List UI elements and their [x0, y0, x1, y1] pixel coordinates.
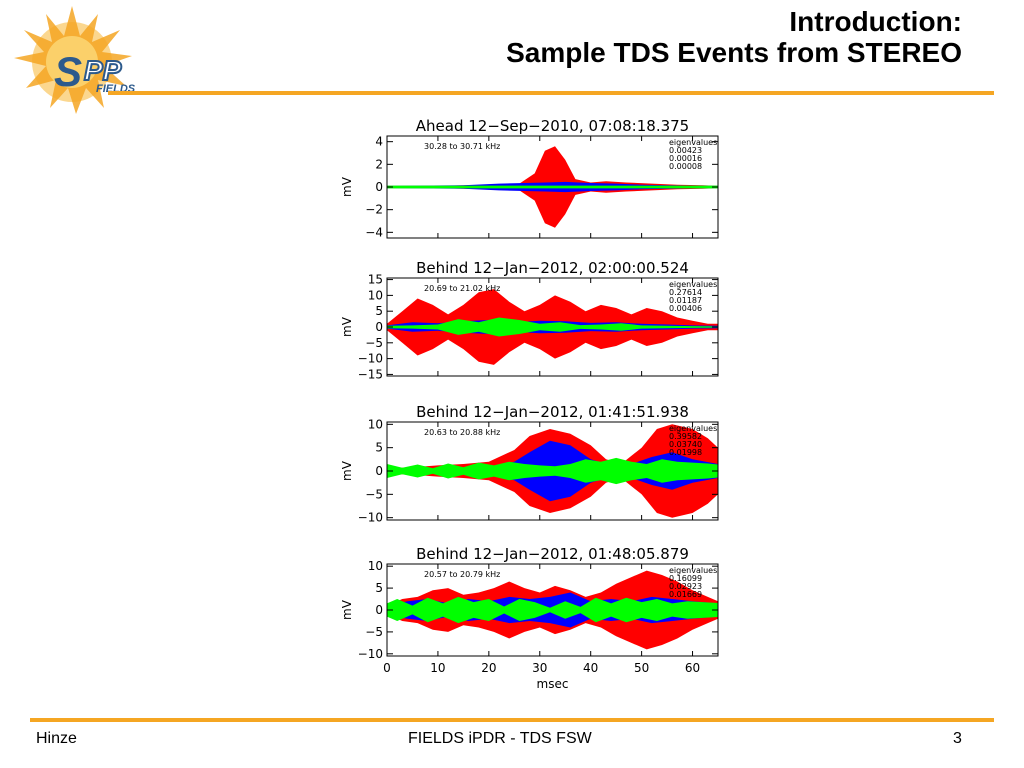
eigenvalue-3: 0.01669	[669, 590, 702, 599]
panel-title: Behind 12−Jan−2012, 01:41:51.938	[416, 403, 689, 421]
eigenvalue-1: 0.16099	[669, 574, 702, 583]
y-axis-label: mV	[340, 599, 354, 620]
y-tick-label: 5	[375, 441, 383, 455]
x-tick-label: 30	[532, 661, 547, 675]
y-axis-label: mV	[340, 176, 354, 197]
y-tick-label: 5	[375, 304, 383, 318]
eigenvalue-2: 0.00016	[669, 154, 702, 163]
eigenvalue-3: 0.00406	[669, 304, 702, 313]
y-tick-label: 10	[368, 417, 383, 431]
eigenvalue-3: 0.01998	[669, 448, 702, 457]
footer-divider	[30, 718, 994, 722]
x-tick-label: 50	[634, 661, 649, 675]
slide-title-line1: Introduction:	[789, 6, 962, 37]
panel-title: Ahead 12−Sep−2010, 07:08:18.375	[416, 117, 689, 135]
panel-1: 4 2 0 −2 −4 Ahead 12−Sep−2010, 07:08:18.375 mV…	[340, 117, 719, 239]
y-tick-label: 10	[368, 559, 383, 573]
x-tick-label: 60	[685, 661, 700, 675]
eigenvalues-label: eigenvalues	[669, 280, 717, 289]
logo-s-letter: S	[54, 48, 82, 95]
frequency-range-label: 20.63 to 20.88 kHz	[424, 428, 500, 437]
spp-fields-logo: S PP FIELDS	[14, 6, 136, 114]
panel-title: Behind 12−Jan−2012, 01:48:05.879	[416, 545, 689, 563]
y-tick-label: 0	[375, 464, 383, 478]
y-axis-label: mV	[340, 316, 354, 337]
y-tick-label: −10	[358, 511, 383, 525]
page-number: 3	[953, 730, 962, 747]
y-tick-label: −10	[358, 352, 383, 366]
series-3-envelope	[387, 596, 718, 624]
sun-icon	[14, 6, 132, 114]
y-tick-label: −2	[365, 203, 383, 217]
y-tick-label: −5	[365, 487, 383, 501]
frequency-range-label: 20.69 to 21.02 kHz	[424, 284, 500, 293]
frequency-range-label: 30.28 to 30.71 kHz	[424, 142, 500, 151]
eigenvalues-label: eigenvalues	[669, 138, 717, 147]
y-tick-label: 0	[375, 180, 383, 194]
y-axis-label: mV	[340, 460, 354, 481]
y-tick-label: −4	[365, 225, 383, 239]
eigenvalue-2: 0.01187	[669, 296, 702, 305]
y-tick-label: 4	[375, 135, 383, 149]
eigenvalue-3: 0.00008	[669, 162, 702, 171]
x-tick-label: 20	[481, 661, 496, 675]
panel-title: Behind 12−Jan−2012, 02:00:00.524	[416, 259, 689, 277]
slide-title-line2: Sample TDS Events from STEREO	[506, 37, 962, 68]
y-tick-label: 15	[368, 273, 383, 287]
eigenvalue-1: 0.00423	[669, 146, 702, 155]
eigenvalue-1: 0.27614	[669, 288, 702, 297]
frequency-range-label: 20.57 to 20.79 kHz	[424, 570, 500, 579]
panel-3: 10 5 0 −5 −10 Behind 12−Jan−2012, 01:41:51.93…	[340, 403, 719, 525]
y-tick-label: 10	[368, 288, 383, 302]
y-tick-label: −10	[358, 647, 383, 661]
y-tick-label: 2	[375, 157, 383, 171]
eigenvalue-1: 0.39582	[669, 432, 702, 441]
y-tick-label: −5	[365, 336, 383, 350]
x-tick-label: 0	[383, 661, 391, 675]
footer-author: Hinze	[36, 730, 77, 747]
eigenvalues-label: eigenvalues	[669, 566, 717, 575]
y-tick-label: 5	[375, 581, 383, 595]
logo-pp-letters: PP	[84, 55, 122, 86]
series-3-envelope	[387, 185, 718, 189]
eigenvalue-2: 0.03740	[669, 440, 702, 449]
header-divider	[108, 91, 994, 95]
x-axis-label: msec	[537, 677, 569, 691]
eigenvalue-2: 0.02923	[669, 582, 702, 591]
y-tick-label: 0	[375, 320, 383, 334]
x-tick-label: 10	[430, 661, 445, 675]
slide-title: Introduction: Sample TDS Events from STE…	[506, 6, 962, 68]
series-3-envelope	[387, 317, 718, 337]
eigenvalues-label: eigenvalues	[669, 424, 717, 433]
y-tick-label: 0	[375, 603, 383, 617]
footer-title: FIELDS iPDR - TDS FSW	[408, 730, 592, 747]
y-tick-label: −15	[358, 367, 383, 381]
series-3-envelope	[387, 457, 718, 485]
x-tick-label: 40	[583, 661, 598, 675]
y-tick-label: −5	[365, 625, 383, 639]
